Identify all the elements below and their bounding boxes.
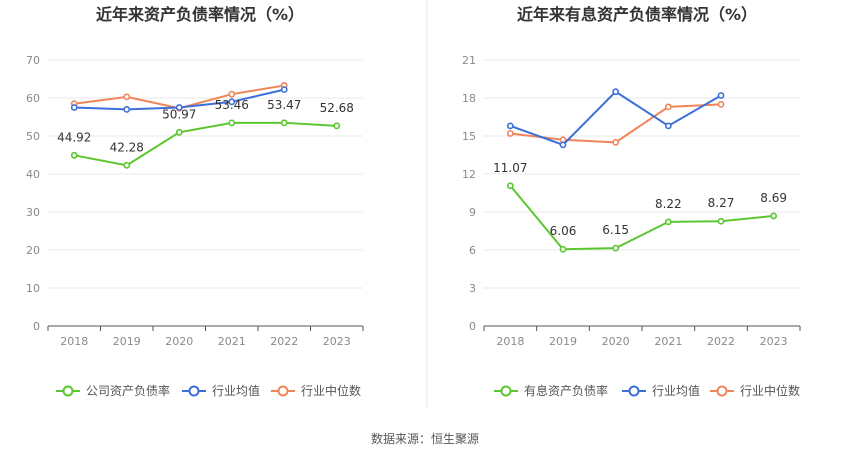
data-point [123, 161, 131, 169]
data-point [280, 119, 288, 127]
y-tick-label: 9 [469, 206, 476, 219]
data-source-note: 数据来源：恒生聚源 [371, 431, 479, 446]
data-point [506, 130, 514, 137]
y-tick-label: 10 [26, 282, 40, 295]
data-point [175, 128, 183, 136]
y-tick-label: 30 [26, 206, 40, 219]
x-tick-label: 2020 [602, 335, 630, 348]
data-label: 50.97 [162, 107, 196, 121]
data-label: 8.27 [708, 196, 735, 210]
series-line [74, 121, 337, 167]
y-tick-label: 15 [462, 130, 476, 143]
legend-swatch-marker [277, 385, 289, 397]
data-point [770, 212, 778, 220]
data-point [506, 122, 514, 130]
data-point [612, 88, 620, 96]
data-point [612, 244, 620, 252]
chart-title: 近年来有息资产负债率情况（%） [517, 5, 757, 24]
series-line [509, 185, 774, 251]
y-tick-label: 21 [462, 54, 476, 67]
data-label: 6.06 [550, 224, 577, 238]
data-label: 11.07 [493, 161, 527, 175]
y-tick-label: 60 [26, 92, 40, 105]
data-point [228, 90, 236, 98]
legend-label: 有息资产负债率 [524, 383, 608, 398]
data-point [280, 86, 288, 94]
data-point [506, 182, 514, 190]
data-label: 8.22 [655, 197, 682, 211]
legend-swatch-marker [628, 385, 640, 397]
data-label: 6.15 [602, 223, 629, 237]
legend-label: 行业中位数 [301, 383, 361, 398]
data-point [717, 217, 725, 225]
y-tick-label: 18 [462, 92, 476, 105]
x-tick-label: 2021 [218, 335, 246, 348]
x-tick-label: 2019 [549, 335, 577, 348]
data-point [123, 93, 131, 101]
legend-item[interactable]: 行业中位数 [271, 383, 361, 398]
data-label: 8.69 [760, 191, 787, 205]
x-tick-label: 2022 [707, 335, 735, 348]
legend-label: 行业均值 [652, 383, 700, 398]
y-tick-label: 6 [469, 244, 476, 257]
data-point [228, 98, 236, 106]
legend-label: 行业中位数 [740, 383, 800, 398]
y-tick-label: 20 [26, 244, 40, 257]
y-tick-label: 0 [33, 320, 40, 333]
data-point [664, 218, 672, 226]
data-point [70, 104, 78, 111]
data-point [70, 151, 78, 159]
data-point [123, 106, 131, 113]
y-tick-label: 50 [26, 130, 40, 143]
legend-item[interactable]: 行业均值 [182, 383, 260, 398]
data-point [333, 122, 341, 130]
legend-label: 公司资产负债率 [86, 383, 170, 398]
series-line [509, 90, 722, 147]
data-point [175, 104, 183, 111]
data-point [664, 103, 672, 111]
legend-swatch-marker [62, 385, 74, 397]
data-point [559, 245, 567, 253]
legend-item[interactable]: 行业均值 [622, 383, 700, 398]
legend-item[interactable]: 公司资产负债率 [56, 383, 170, 398]
data-point [717, 92, 725, 99]
data-point [717, 100, 725, 108]
data-point [228, 119, 236, 127]
legend-label: 行业均值 [212, 383, 260, 398]
x-tick-label: 2021 [654, 335, 682, 348]
data-label: 53.47 [267, 98, 301, 112]
x-tick-label: 2023 [323, 335, 351, 348]
y-tick-label: 70 [26, 54, 40, 67]
legend-swatch-marker [500, 385, 512, 397]
legend-item[interactable]: 行业中位数 [710, 383, 800, 398]
y-tick-label: 0 [469, 320, 476, 333]
x-tick-label: 2023 [760, 335, 788, 348]
legend-swatch-marker [188, 385, 200, 397]
data-label: 44.92 [57, 130, 91, 144]
x-tick-label: 2018 [496, 335, 524, 348]
x-tick-label: 2019 [113, 335, 141, 348]
y-tick-label: 40 [26, 168, 40, 181]
data-point [664, 122, 672, 130]
legend-item[interactable]: 有息资产负债率 [494, 383, 608, 398]
legend-swatch-marker [716, 385, 728, 397]
chart-panel-debt-ratio: 近年来资产负债率情况（%） 0 10 20 30 40 50 60 70 2018 2019 2020… [26, 5, 364, 398]
data-point [612, 138, 620, 146]
chart-title: 近年来资产负债率情况（%） [96, 5, 304, 24]
x-tick-label: 2020 [165, 335, 193, 348]
x-tick-label: 2022 [270, 335, 298, 348]
y-tick-label: 12 [462, 168, 476, 181]
chart-panel-interest-bearing-debt-ratio: 近年来有息资产负债率情况（%） 0 3 6 9 12 15 18 21 2018 2019 2020 2… [462, 5, 801, 398]
x-tick-label: 2018 [60, 335, 88, 348]
y-tick-label: 3 [469, 282, 476, 295]
data-label: 52.68 [320, 101, 354, 115]
data-label: 42.28 [110, 140, 144, 154]
data-label: 53.46 [215, 98, 249, 112]
data-point [559, 141, 567, 149]
